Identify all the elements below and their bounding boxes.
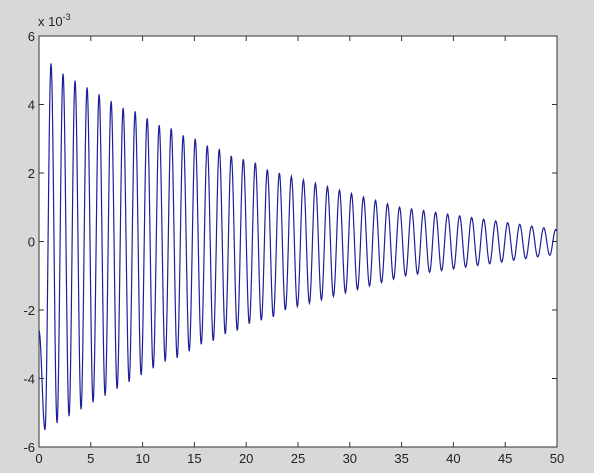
series-layer (38, 63, 558, 431)
x-tick-label: 40 (446, 451, 460, 466)
y-tick-label: 6 (28, 29, 35, 44)
y-tick-label: 4 (28, 98, 35, 113)
x-tick-label: 5 (87, 451, 94, 466)
y-exponent-label: x 10-3 (38, 12, 71, 29)
x-tick-labels: 0 5 10 15 20 25 30 35 40 45 50 (35, 451, 564, 466)
x-tick-label: 50 (550, 451, 564, 466)
x-tick-label: 35 (394, 451, 408, 466)
y-tick-label: 0 (28, 235, 35, 250)
y-tick-label: -6 (23, 440, 35, 455)
x-tick-label: 20 (239, 451, 253, 466)
series-line-0 (38, 63, 558, 431)
x-tick-label: 0 (35, 451, 42, 466)
x-tick-label: 45 (498, 451, 512, 466)
x-tick-label: 15 (187, 451, 201, 466)
x-tick-label: 25 (291, 451, 305, 466)
plot-area (38, 35, 558, 448)
axis-ticks (38, 35, 558, 448)
y-tick-label: -4 (23, 372, 35, 387)
y-exponent-base: x 10 (38, 14, 63, 29)
x-tick-label: 30 (343, 451, 357, 466)
y-tick-label: -2 (23, 303, 35, 318)
x-tick-label: 10 (135, 451, 149, 466)
y-tick-labels: -6 -4 -2 0 2 4 6 (23, 29, 35, 455)
y-tick-label: 2 (28, 166, 35, 181)
y-exponent-power: -3 (63, 12, 71, 22)
